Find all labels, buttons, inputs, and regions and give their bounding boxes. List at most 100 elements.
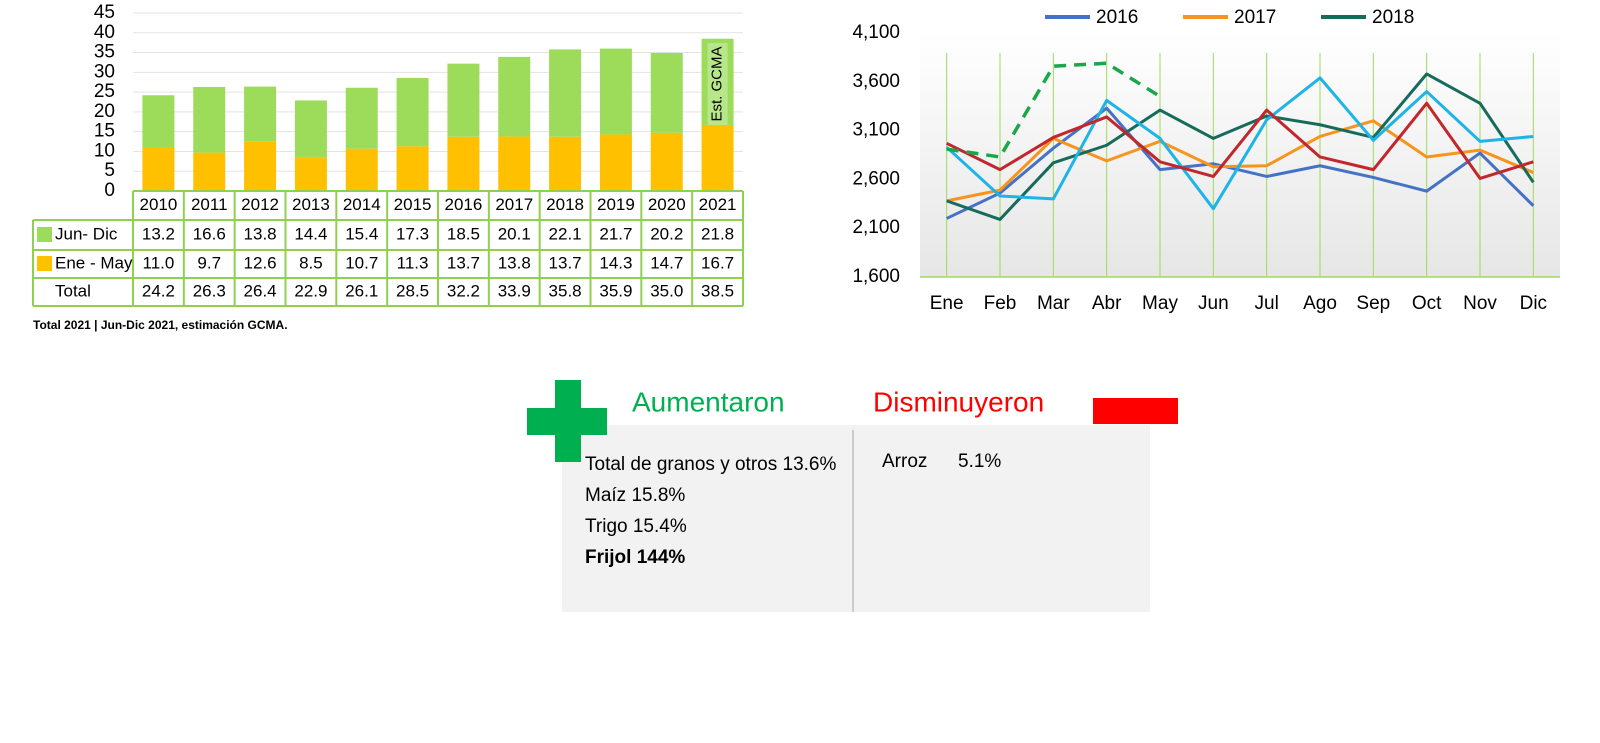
table-value: 28.5 <box>396 281 429 300</box>
table-value: 13.7 <box>549 253 582 272</box>
annotation-box <box>707 43 728 125</box>
x-tick-label: 2021 <box>699 195 737 214</box>
y-tick-label: 4,100 <box>852 22 900 43</box>
decreased-item: Arroz <box>882 451 927 472</box>
x-tick-label: 2012 <box>241 195 279 214</box>
y-tick-label: 10 <box>94 140 115 161</box>
y-tick-label: 2,600 <box>852 168 900 189</box>
legend-swatch <box>37 227 52 242</box>
increased-item: Trigo 15.4% <box>585 516 687 537</box>
panel <box>562 425 1150 612</box>
x-tick-label: Jul <box>1255 293 1279 314</box>
bar-segment <box>650 132 683 191</box>
table-value: 26.3 <box>193 281 226 300</box>
table-value: 33.9 <box>498 281 531 300</box>
x-tick-label: Dic <box>1520 293 1547 314</box>
series-line <box>946 101 1534 180</box>
legend-swatch <box>37 256 52 271</box>
table-value: 35.0 <box>650 281 683 300</box>
table-value: 10.7 <box>345 253 378 272</box>
y-tick-label: 40 <box>94 22 115 43</box>
bar-segment <box>650 52 683 133</box>
table-value: 24.2 <box>142 281 175 300</box>
increased-item: Frijol 144% <box>585 547 685 568</box>
bar-segment <box>498 56 531 137</box>
bar-segment <box>193 152 226 191</box>
x-tick-label: May <box>1142 293 1178 314</box>
y-tick-label: 0 <box>104 180 115 201</box>
table-value: 16.7 <box>701 253 734 272</box>
bar-segment <box>599 48 632 135</box>
x-tick-label: 2018 <box>546 195 584 214</box>
x-tick-label: Ago <box>1303 293 1337 314</box>
y-tick-label: 25 <box>94 81 115 102</box>
table-value: 20.1 <box>498 224 531 243</box>
table-value: 35.8 <box>549 281 582 300</box>
table-value: 14.4 <box>294 224 327 243</box>
y-tick-label: 2,100 <box>852 217 900 238</box>
decreased-value: 5.1% <box>958 451 1001 472</box>
x-tick-label: 2020 <box>648 195 686 214</box>
x-tick-label: 2019 <box>597 195 635 214</box>
table-value: 16.6 <box>193 224 226 243</box>
minus-icon <box>1093 398 1178 424</box>
bar-segment <box>244 86 277 142</box>
bar-segment <box>498 136 531 191</box>
table-value: 32.2 <box>447 281 480 300</box>
x-tick-label: Feb <box>984 293 1017 314</box>
table-value: 15.4 <box>345 224 378 243</box>
y-tick-label: 1,600 <box>852 266 900 287</box>
table-row-label: Total <box>55 281 91 300</box>
table-value: 13.8 <box>498 253 531 272</box>
x-tick-label: 2017 <box>495 195 533 214</box>
table-value: 14.3 <box>599 253 632 272</box>
bar-segment <box>549 136 582 191</box>
bar-segment <box>294 157 327 191</box>
x-tick-label: Ene <box>930 293 964 314</box>
table-value: 8.5 <box>299 253 323 272</box>
increased-item: Total de granos y otros 13.6% <box>585 454 836 475</box>
x-tick-label: 2013 <box>292 195 330 214</box>
increased-title: Aumentaron <box>632 386 785 417</box>
y-tick-label: 20 <box>94 101 115 122</box>
series-line <box>945 76 1534 211</box>
table-value: 14.7 <box>650 253 683 272</box>
x-tick-label: 2010 <box>140 195 178 214</box>
bar-segment <box>193 86 226 153</box>
bar-segment <box>294 100 327 158</box>
bar-segment <box>244 141 277 191</box>
table-value: 13.7 <box>447 253 480 272</box>
table-value: 22.9 <box>294 281 327 300</box>
increased-item: Maíz 15.8% <box>585 485 685 506</box>
legend-label: 2018 <box>1372 7 1414 28</box>
y-tick-label: 3,600 <box>852 71 900 92</box>
table-value: 11.3 <box>397 253 429 272</box>
table-value: 35.9 <box>599 281 632 300</box>
bar-segment <box>396 146 429 191</box>
y-tick-label: 35 <box>94 42 115 63</box>
x-tick-label: Nov <box>1463 293 1497 314</box>
x-tick-label: Mar <box>1037 293 1070 314</box>
table-value: 11.0 <box>143 253 175 272</box>
table-value: 13.2 <box>142 224 175 243</box>
table-value: 21.8 <box>701 224 734 243</box>
table-value: 12.6 <box>244 253 277 272</box>
x-tick-label: Sep <box>1356 293 1390 314</box>
bar-segment <box>142 95 175 148</box>
legend-label: 2017 <box>1234 7 1276 28</box>
annotation: Est. GCMA <box>709 46 726 121</box>
table-value: 21.7 <box>599 224 632 243</box>
table-value: 26.1 <box>345 281 378 300</box>
table-value: 18.5 <box>447 224 480 243</box>
decreased-title: Disminuyeron <box>873 386 1044 417</box>
bar-segment <box>447 136 480 191</box>
bar-segment <box>142 147 175 191</box>
note: Total 2021 | Jun-Dic 2021, estimación GC… <box>33 318 288 332</box>
y-tick-label: 30 <box>94 61 115 82</box>
bar-segment <box>345 148 378 191</box>
y-tick-label: 45 <box>94 2 115 23</box>
x-tick-label: 2015 <box>394 195 432 214</box>
x-tick-label: 2016 <box>445 195 483 214</box>
x-tick-label: 2011 <box>191 195 228 214</box>
bar-segment <box>701 124 734 191</box>
